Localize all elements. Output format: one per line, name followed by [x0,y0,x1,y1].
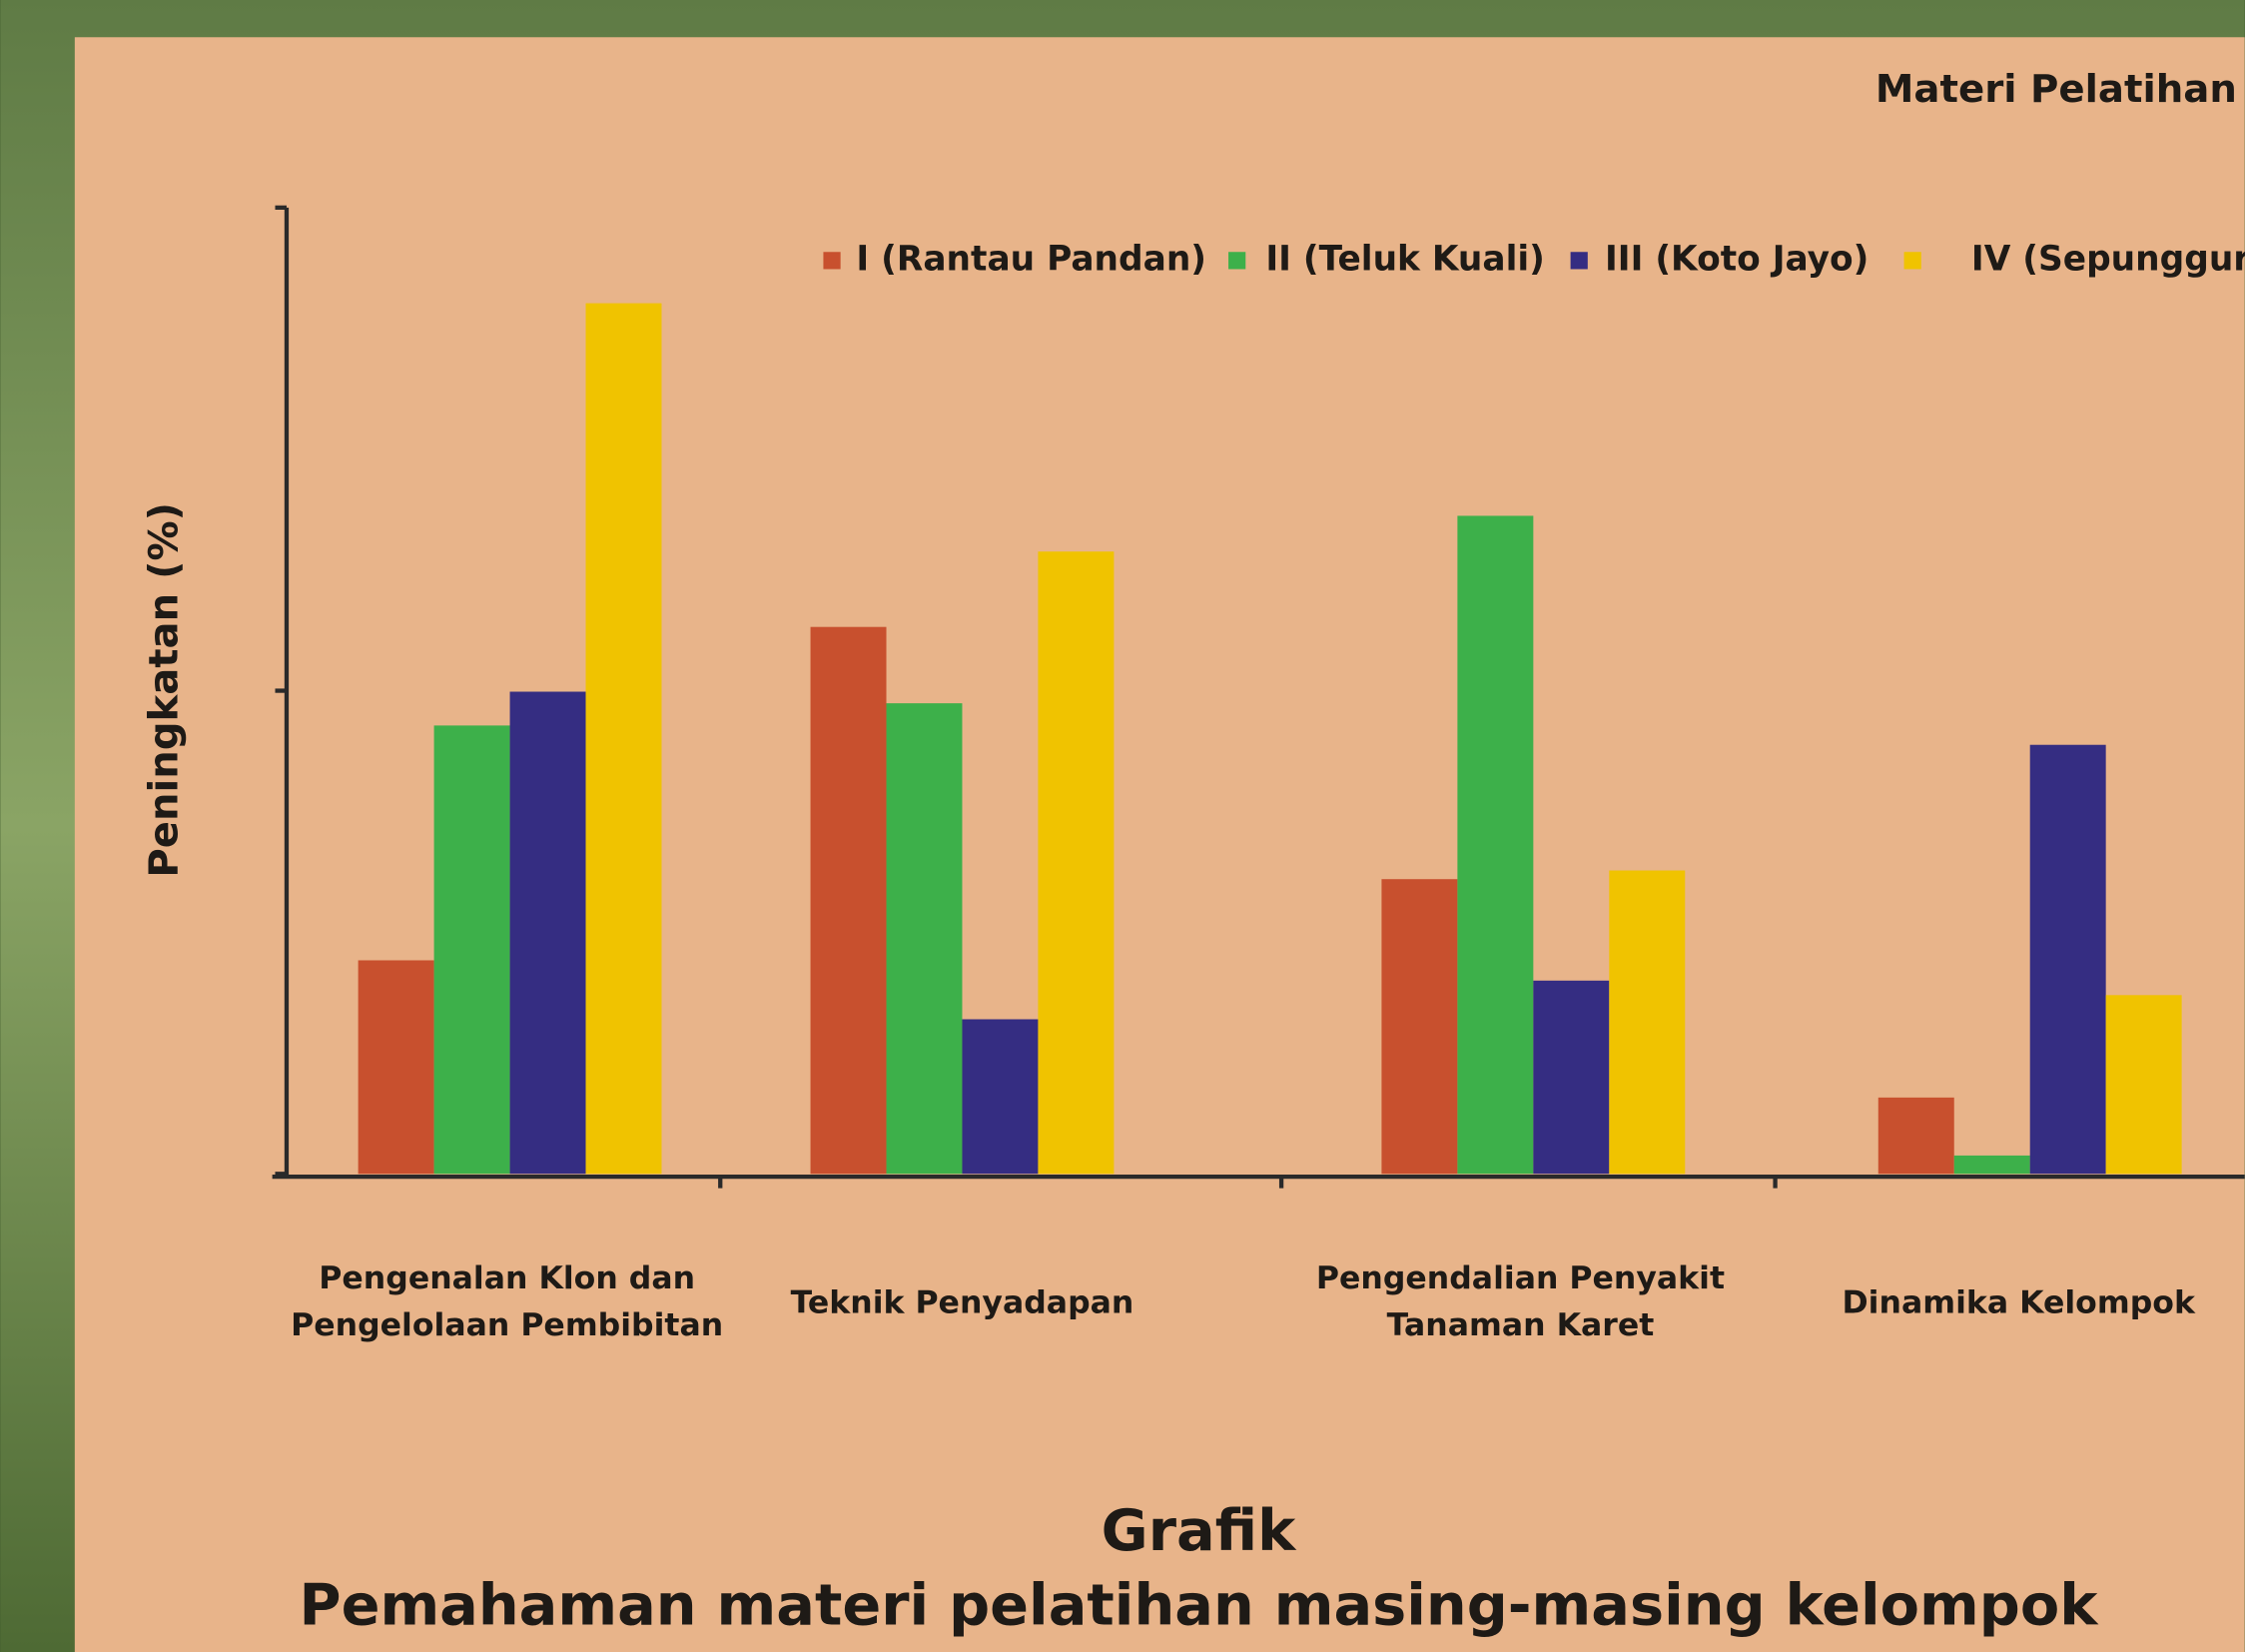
panel [75,37,2245,1652]
legend-label: II (Teluk Kuali) [1265,239,1545,279]
x-tick-label-wrap: Pengenalan Klon dan Pengelolaan Pembibit… [264,1245,750,1360]
x-tick-label-box: Dinamika Kelompok [1776,1245,2245,1360]
x-tick-label-box: Pengendalian Penyakit Tanaman Karet [1277,1245,1764,1360]
x-tick-label-wrap: Pengendalian Penyakit Tanaman Karet [1277,1245,1764,1360]
page: {"chart_data": {"type": "bar", "title": … [0,0,2245,1652]
bar [1038,551,1114,1174]
bar [1457,515,1533,1174]
bar [510,692,586,1175]
chart-title: Grafik [1102,1497,1298,1564]
legend-swatch [823,252,840,269]
bar [962,1019,1038,1174]
chart: Materi Pelatihan Peningkatan (%) Grafik … [0,0,2245,1652]
bar [359,960,434,1174]
x-tick-label-wrap: Teknik Penyadapan [719,1245,1205,1360]
bar [811,627,887,1175]
x-tick-label-box: Pengenalan Klon dan Pengelolaan Pembibit… [264,1245,750,1360]
bar [1533,981,1609,1174]
bar [2106,995,2182,1174]
x-tick-label-box: Teknik Penyadapan [719,1245,1205,1360]
bar [887,703,963,1174]
legend-swatch [1904,252,1921,269]
bar [1954,1156,2030,1174]
bar [434,725,510,1174]
x-tick-label: Dinamika Kelompok [1797,1279,2240,1326]
y-axis-label: Peningkatan (%) [142,502,188,878]
bar [2030,745,2106,1175]
legend-label: III (Koto Jayo) [1605,239,1869,279]
bar [1609,871,1685,1175]
bar [1878,1098,1954,1174]
legend-swatch [1571,252,1588,269]
bar [586,304,662,1175]
header: Materi Pelatihan [1875,67,2237,112]
x-tick-label: Teknik Penyadapan [740,1279,1183,1326]
legend-swatch [1228,252,1245,269]
x-tick-label: Pengendalian Penyakit Tanaman Karet [1298,1255,1742,1350]
legend-label: I (Rantau Pandan) [856,239,1206,279]
chart-subtitle: Pemahaman materi pelatihan masing-masing… [300,1572,2100,1639]
x-tick-label: Pengenalan Klon dan Pengelolaan Pembibit… [271,1255,743,1350]
bar [1381,879,1457,1174]
x-tick-label-wrap: Dinamika Kelompok [1776,1245,2245,1360]
legend-label: IV (Sepunggur) [1971,239,2245,279]
